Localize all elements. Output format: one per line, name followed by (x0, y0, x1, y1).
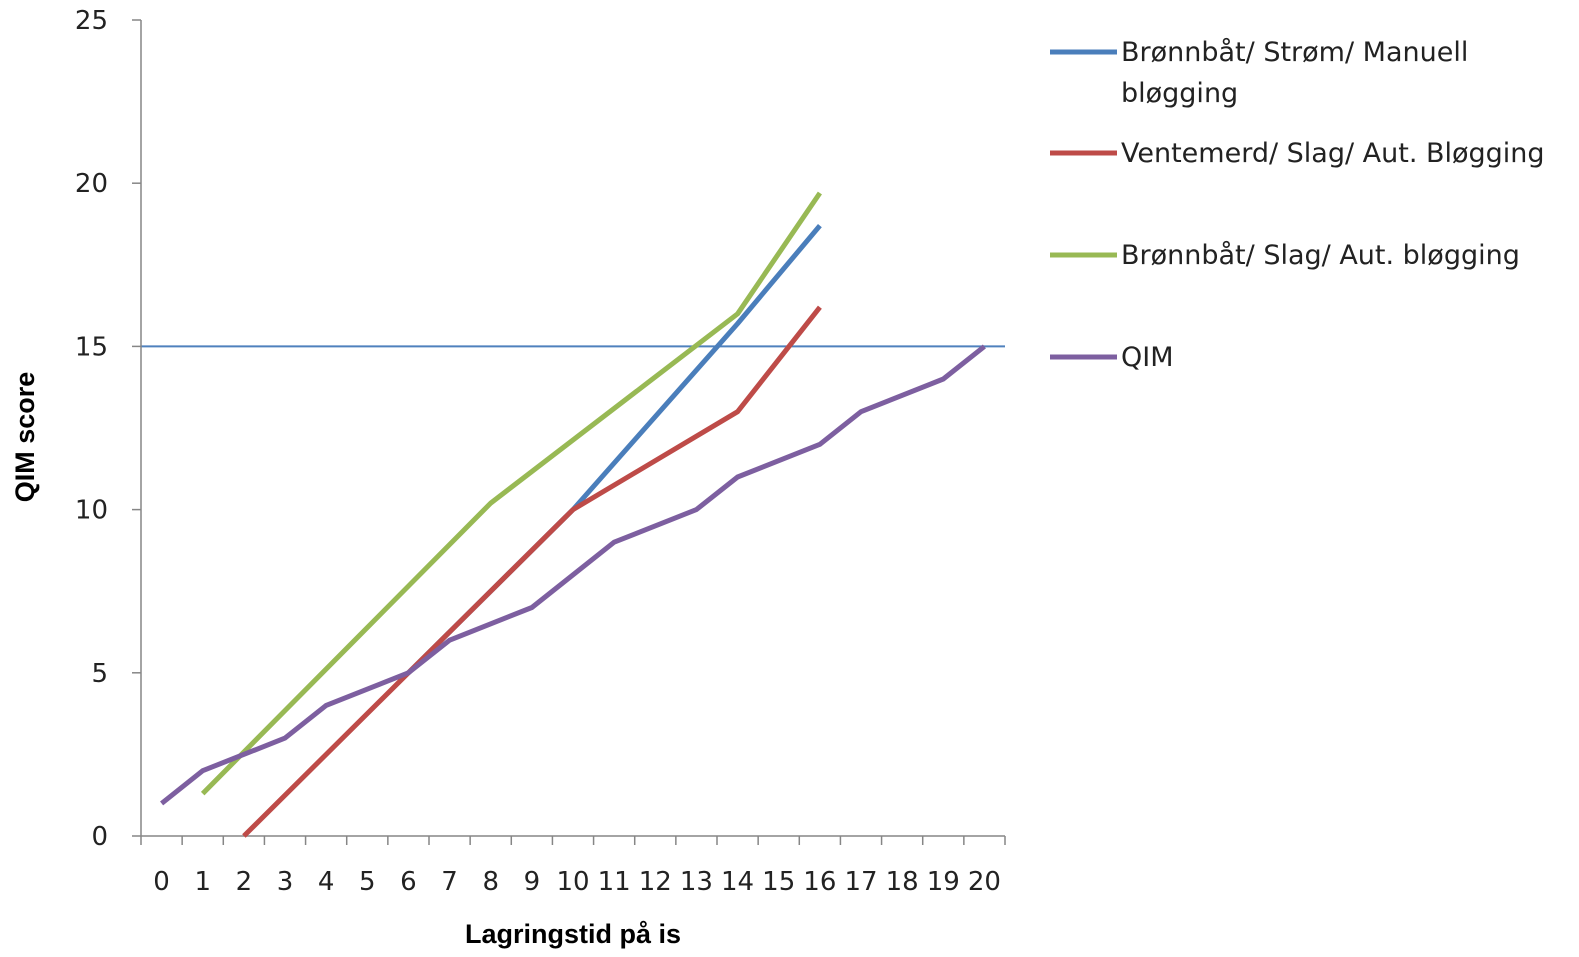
x-tick-label: 5 (359, 867, 376, 897)
y-tick-label: 15 (75, 332, 108, 362)
y-tick-label: 5 (91, 659, 108, 689)
x-tick-label: 9 (524, 867, 541, 897)
x-tick-label: 20 (968, 867, 1001, 897)
y-tick-label: 25 (75, 6, 108, 36)
series-line-3 (200, 191, 822, 796)
series-layer (160, 191, 986, 838)
x-tick-label: 10 (556, 867, 589, 897)
x-tick-label: 19 (927, 867, 960, 897)
x-tick-label: 3 (277, 867, 294, 897)
x-tick-label: 16 (803, 867, 836, 897)
x-tick-label: 14 (721, 867, 754, 897)
legend-label: Brønnbåt/ Slag/ Aut. bløgging (1121, 240, 1520, 271)
legend-label: Brønnbåt/ Strøm/ Manuell (1121, 37, 1468, 68)
x-tick-label: 0 (153, 867, 170, 897)
legend-label: Ventemerd/ Slag/ Aut. Bløgging (1121, 138, 1545, 169)
series-line-2 (242, 305, 822, 838)
legend-item-1: Brønnbåt/ Strøm/ Manuell bløgging (1050, 37, 1468, 109)
legend-item-2: Ventemerd/ Slag/ Aut. Bløgging (1050, 138, 1545, 169)
x-tick-label: 7 (441, 867, 458, 897)
x-tick-label: 18 (886, 867, 919, 897)
legend-label: QIM (1121, 342, 1174, 373)
x-tick-label: 2 (236, 867, 253, 897)
legend-item-3: Brønnbåt/ Slag/ Aut. bløgging (1050, 240, 1520, 271)
x-tick-label: 11 (598, 867, 631, 897)
y-tick-label: 0 (91, 822, 108, 852)
x-tick-label: 12 (639, 867, 672, 897)
legend: Brønnbåt/ Strøm/ Manuell bløgging Ventemer… (1050, 37, 1545, 373)
legend-label: bløgging (1121, 78, 1238, 109)
x-tick-label: 15 (762, 867, 795, 897)
x-tick-label: 17 (844, 867, 877, 897)
y-tick-label: 10 (75, 496, 108, 526)
y-axis-title: QIM score (10, 372, 40, 503)
x-tick-label: 13 (680, 867, 713, 897)
x-axis-title: Lagringstid på is (465, 919, 681, 949)
x-tick-label: 6 (400, 867, 417, 897)
x-tick-label: 8 (482, 867, 499, 897)
legend-item-4: QIM (1050, 342, 1174, 373)
series-line-4 (160, 344, 986, 806)
series-line-1 (406, 223, 822, 675)
x-tick-label: 1 (194, 867, 211, 897)
y-tick-label: 20 (75, 169, 108, 199)
x-tick-label: 4 (318, 867, 335, 897)
